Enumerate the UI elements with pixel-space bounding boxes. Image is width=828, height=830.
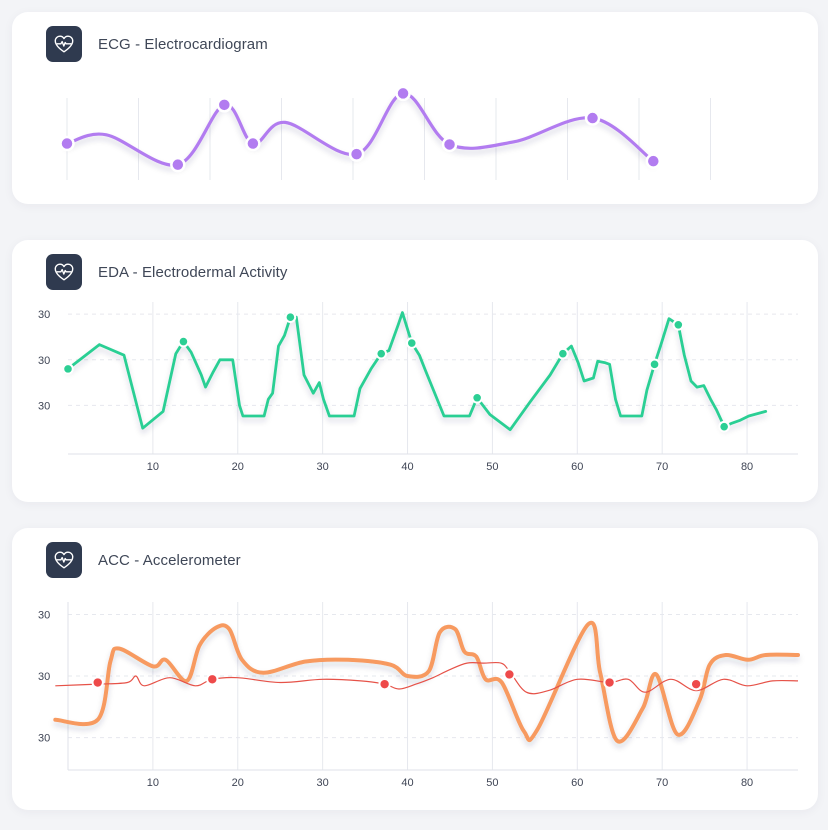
acc-point <box>206 673 219 686</box>
acc-x-tick-label: 10 <box>147 777 159 789</box>
eda-y-tick-label: 30 <box>38 355 50 367</box>
acc-header: ACC - Accelerometer <box>46 542 241 578</box>
acc-title: ACC - Accelerometer <box>98 551 241 569</box>
acc-y-tick-label: 30 <box>38 733 50 745</box>
acc-point <box>689 677 703 691</box>
eda-card: EDA - Electrodermal Activity 30 30 30 10 20 3… <box>12 240 818 502</box>
ecg-point <box>59 135 75 152</box>
heart-pulse-icon <box>46 254 82 290</box>
eda-point <box>471 391 483 404</box>
ecg-title: ECG - Electrocardiogram <box>98 35 268 53</box>
acc-x-tick-label: 80 <box>741 777 753 789</box>
eda-chart: 30 30 30 10 20 30 40 50 60 70 80 <box>38 302 798 473</box>
acc-y-tick-label: 30 <box>38 671 50 683</box>
acc-point <box>603 676 616 689</box>
acc-card: ACC - Accelerometer 30 30 30 10 20 30 40 50 60 70… <box>12 528 818 810</box>
ecg-point <box>216 97 233 113</box>
acc-point <box>91 676 104 689</box>
eda-point <box>718 420 730 433</box>
heart-pulse-icon <box>46 542 82 578</box>
eda-header: EDA - Electrodermal Activity <box>46 254 288 290</box>
ecg-point <box>395 85 411 102</box>
eda-x-tick-label: 20 <box>232 461 244 473</box>
eda-point <box>648 358 661 371</box>
acc-chart: 30 30 30 10 20 30 40 50 60 70 80 <box>38 602 800 789</box>
eda-point <box>284 311 297 323</box>
acc-series-main <box>53 620 800 744</box>
eda-x-tick-label: 30 <box>317 461 329 473</box>
eda-point <box>557 347 569 360</box>
eda-x-tick-label: 80 <box>741 461 753 473</box>
eda-y-tick-label: 30 <box>38 309 50 321</box>
acc-x-tick-label: 50 <box>486 777 498 789</box>
acc-series-thin <box>55 661 799 695</box>
eda-x-tick-label: 50 <box>486 461 498 473</box>
eda-x-tick-label: 70 <box>656 461 668 473</box>
eda-point <box>672 319 685 331</box>
eda-point <box>405 337 418 349</box>
acc-x-tick-label: 70 <box>656 777 668 789</box>
ecg-point <box>584 110 601 126</box>
eda-x-tick-label: 60 <box>571 461 583 473</box>
eda-point <box>177 335 190 348</box>
ecg-point <box>348 146 365 162</box>
eda-y-tick-label: 30 <box>38 400 50 412</box>
eda-point <box>375 347 388 360</box>
acc-y-tick-label: 30 <box>38 609 50 621</box>
acc-x-tick-label: 30 <box>317 777 329 789</box>
ecg-point <box>170 156 186 173</box>
ecg-point <box>245 135 261 152</box>
acc-point <box>503 668 516 681</box>
eda-point <box>62 363 74 375</box>
ecg-point <box>441 136 458 153</box>
eda-x-tick-label: 10 <box>147 461 159 473</box>
acc-point <box>378 677 391 691</box>
acc-x-tick-label: 40 <box>401 777 413 789</box>
eda-series-line <box>66 311 768 432</box>
ecg-point <box>645 153 662 169</box>
eda-x-tick-label: 40 <box>401 461 413 473</box>
heart-pulse-icon <box>46 26 82 62</box>
eda-title: EDA - Electrodermal Activity <box>98 263 288 281</box>
ecg-chart <box>59 85 711 180</box>
ecg-card: ECG - Electrocardiogram <box>12 12 818 204</box>
acc-x-tick-label: 60 <box>571 777 583 789</box>
acc-x-tick-label: 20 <box>232 777 244 789</box>
ecg-header: ECG - Electrocardiogram <box>46 26 268 62</box>
